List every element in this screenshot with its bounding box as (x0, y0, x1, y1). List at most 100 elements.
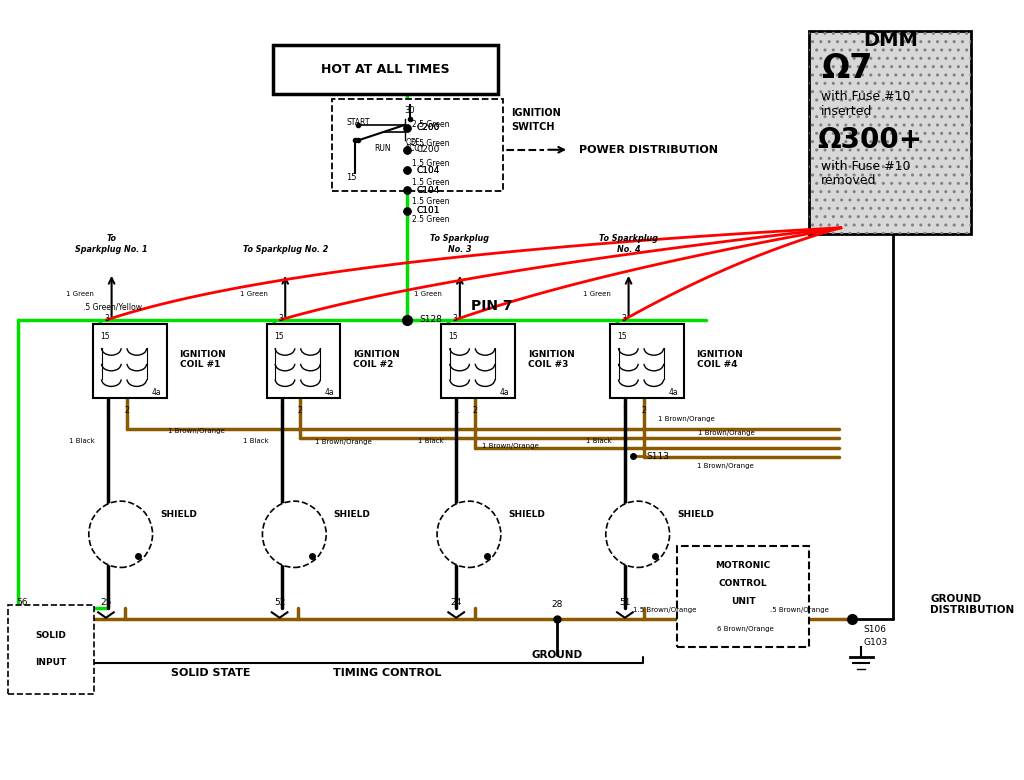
Text: 2: 2 (641, 406, 646, 415)
Text: PIN 7: PIN 7 (471, 299, 512, 313)
Bar (610, 324, 684, 398)
Text: 1 Brown/Orange: 1 Brown/Orange (697, 430, 755, 436)
Text: IGNITION
COIL #3: IGNITION COIL #3 (527, 349, 574, 369)
Text: 4a: 4a (500, 388, 509, 397)
Text: with Fuse #10: with Fuse #10 (821, 90, 910, 103)
Text: 2: 2 (472, 406, 477, 415)
Text: ACCY: ACCY (406, 144, 425, 154)
Text: removed: removed (821, 175, 877, 187)
Text: 1 Brown/Orange: 1 Brown/Orange (481, 443, 539, 449)
Text: 1: 1 (280, 406, 284, 415)
Text: INPUT: INPUT (36, 658, 67, 668)
Text: 15: 15 (273, 332, 284, 341)
Text: S113: S113 (646, 452, 670, 461)
Text: POWER DISTRIBUTION: POWER DISTRIBUTION (579, 145, 718, 154)
Text: 56: 56 (15, 597, 28, 607)
Text: .5 Brown/Orange: .5 Brown/Orange (770, 607, 829, 613)
Text: SOLID: SOLID (36, 631, 67, 640)
Text: 1.5 Green: 1.5 Green (412, 197, 450, 206)
Text: 1 Black: 1 Black (70, 438, 95, 444)
Text: 1 Green: 1 Green (415, 291, 442, 297)
Text: DMM: DMM (863, 31, 918, 50)
Text: C200: C200 (417, 145, 440, 154)
Text: 3: 3 (453, 314, 458, 323)
Ellipse shape (262, 501, 327, 568)
Text: SOLID STATE: SOLID STATE (171, 668, 251, 678)
Text: S128: S128 (419, 315, 441, 324)
Text: 4a: 4a (152, 388, 161, 397)
Text: 52: 52 (273, 598, 286, 608)
Text: C104: C104 (417, 186, 440, 195)
Text: SHIELD: SHIELD (508, 510, 545, 519)
Text: 15: 15 (100, 332, 110, 341)
Text: 15: 15 (449, 332, 458, 341)
Text: C104: C104 (417, 165, 440, 175)
Text: C104: C104 (417, 186, 440, 195)
Text: 2.5 Green: 2.5 Green (412, 139, 450, 148)
Text: To
Sparkplug No. 1: To Sparkplug No. 1 (76, 234, 147, 254)
Text: 15: 15 (346, 173, 356, 183)
Bar (677, 546, 809, 647)
Text: 51: 51 (620, 598, 631, 608)
Text: C104: C104 (417, 165, 440, 175)
Bar (267, 324, 340, 398)
Text: CONTROL: CONTROL (719, 579, 767, 588)
Text: with Fuse #10: with Fuse #10 (821, 160, 910, 172)
Bar (809, 31, 971, 234)
Text: 1 Green: 1 Green (67, 291, 94, 297)
Text: 3: 3 (279, 314, 283, 323)
Text: 1: 1 (105, 406, 111, 415)
Text: G103: G103 (863, 638, 888, 647)
Text: SHIELD: SHIELD (677, 510, 714, 519)
Text: 2.5 Green: 2.5 Green (412, 120, 450, 129)
Text: 1.5 Green: 1.5 Green (412, 158, 450, 168)
Text: IGNITION
COIL #1: IGNITION COIL #1 (179, 349, 226, 369)
Text: 4a: 4a (669, 388, 678, 397)
Text: C101: C101 (417, 206, 440, 215)
Text: 1 Brown/Orange: 1 Brown/Orange (696, 463, 754, 469)
Ellipse shape (89, 501, 153, 568)
Text: 1 Green: 1 Green (583, 291, 611, 297)
Text: 1.5 Green: 1.5 Green (412, 178, 450, 187)
Text: .5 Green/Yellow: .5 Green/Yellow (83, 303, 142, 312)
Text: Ω300+: Ω300+ (817, 126, 923, 154)
Text: C200: C200 (417, 123, 440, 133)
Bar (8, 604, 94, 694)
Text: 1 Black: 1 Black (587, 438, 612, 444)
Bar (809, 31, 971, 234)
Text: 25: 25 (100, 598, 112, 608)
Text: 2: 2 (124, 406, 129, 415)
Text: 3: 3 (104, 314, 110, 323)
Text: C101: C101 (417, 206, 440, 215)
Text: IGNITION
COIL #4: IGNITION COIL #4 (696, 349, 743, 369)
Text: 2.5 Green: 2.5 Green (412, 215, 450, 225)
Text: 28: 28 (552, 600, 563, 609)
Text: 1 Green: 1 Green (240, 291, 267, 297)
Ellipse shape (437, 501, 501, 568)
Text: To Sparkplug
No. 4: To Sparkplug No. 4 (599, 234, 658, 254)
Text: 6 Brown/Orange: 6 Brown/Orange (717, 626, 774, 632)
Text: IGNITION: IGNITION (511, 108, 561, 118)
Text: To Sparkplug No. 2: To Sparkplug No. 2 (243, 244, 328, 254)
Text: 1 Black: 1 Black (243, 438, 268, 444)
Ellipse shape (606, 501, 670, 568)
Text: 1: 1 (623, 406, 628, 415)
Text: 3: 3 (622, 314, 627, 323)
Bar (93, 324, 167, 398)
Bar (332, 99, 503, 191)
Text: GROUND
DISTRIBUTION: GROUND DISTRIBUTION (930, 594, 1014, 615)
Text: 2: 2 (298, 406, 302, 415)
Text: Ω7: Ω7 (821, 52, 872, 85)
Text: 1.5 Brown/Orange: 1.5 Brown/Orange (633, 607, 696, 613)
Text: TIMING CONTROL: TIMING CONTROL (334, 668, 441, 678)
Text: 15: 15 (617, 332, 627, 341)
Text: 30: 30 (404, 106, 416, 115)
Text: inserted: inserted (821, 105, 872, 118)
Text: S106: S106 (863, 625, 887, 634)
Text: START: START (346, 118, 370, 127)
Text: GROUND: GROUND (531, 651, 583, 660)
Bar (441, 324, 515, 398)
Bar (272, 45, 499, 94)
Text: 24: 24 (451, 598, 462, 608)
Text: C200: C200 (417, 123, 440, 133)
